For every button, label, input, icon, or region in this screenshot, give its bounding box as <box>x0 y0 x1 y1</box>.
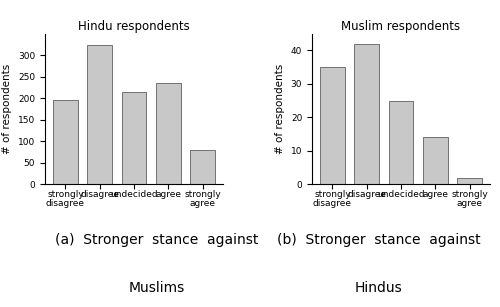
Bar <box>88 45 112 184</box>
Text: Muslims: Muslims <box>128 281 184 295</box>
Title: Muslim respondents: Muslim respondents <box>342 20 460 33</box>
Bar <box>53 100 78 184</box>
Bar <box>388 101 413 184</box>
Bar <box>122 92 146 184</box>
Y-axis label: # of respondents: # of respondents <box>2 64 12 154</box>
Text: Hindus: Hindus <box>355 281 403 295</box>
Bar <box>457 177 482 184</box>
Bar <box>423 138 448 184</box>
Bar <box>354 44 379 184</box>
Bar <box>320 67 345 184</box>
Bar <box>190 150 215 184</box>
Y-axis label: # of respondents: # of respondents <box>275 64 285 154</box>
Text: (a)  Stronger  stance  against: (a) Stronger stance against <box>54 233 258 247</box>
Title: Hindu respondents: Hindu respondents <box>78 20 190 33</box>
Bar <box>156 83 180 184</box>
Text: (b)  Stronger  stance  against: (b) Stronger stance against <box>277 233 480 247</box>
